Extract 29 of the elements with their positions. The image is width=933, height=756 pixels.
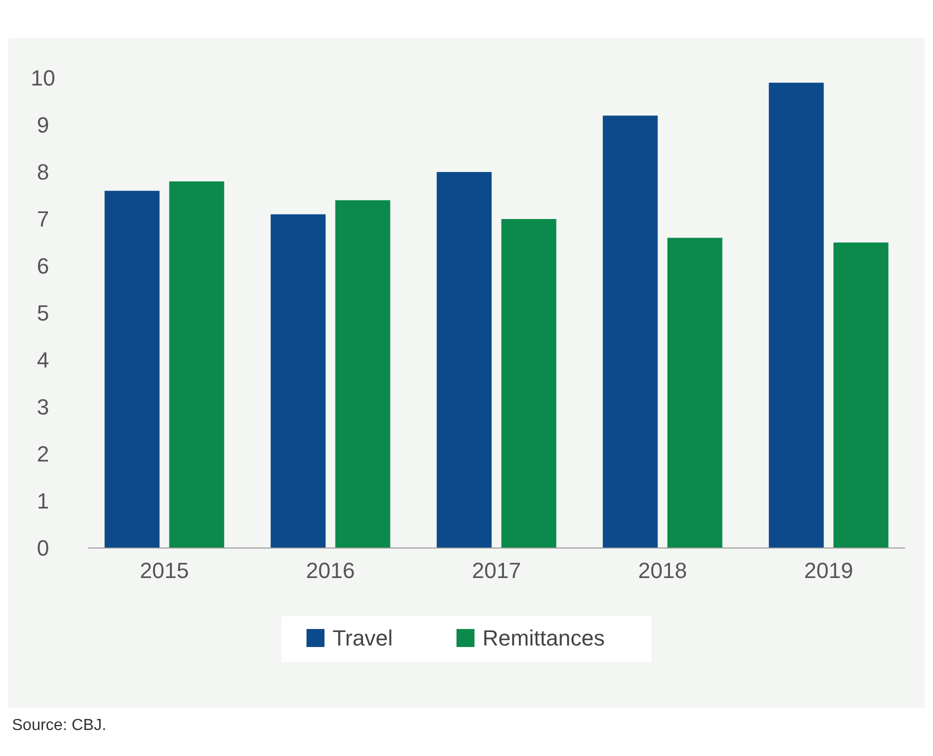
bar [169,181,224,548]
source-note: Source: CBJ. [12,717,106,734]
x-tick-label: 2019 [804,558,854,583]
bar [602,116,658,548]
y-tick-label: 6 [36,254,50,279]
legend-label: Remittances [482,626,605,651]
bar [104,190,160,548]
bar [768,82,824,548]
x-tick-label: 2015 [140,558,189,583]
y-tick-label: 4 [36,348,50,373]
y-tick-label: 5 [36,300,50,326]
y-tick-label: 3 [36,394,50,420]
bar [833,242,888,548]
y-tick-label: 9 [36,112,50,138]
bar [335,200,390,548]
bar [667,238,722,548]
y-tick-label: 10 [30,66,56,91]
x-tick-label: 2017 [472,558,521,583]
legend-label: Travel [332,626,393,651]
x-tick-label: 2018 [638,558,688,583]
bar [436,172,492,548]
y-tick-label: 8 [36,160,50,185]
bar [270,214,326,548]
y-tick-label: 2 [36,442,50,467]
x-tick-label: 2016 [306,558,355,583]
bar [501,219,556,548]
y-tick-label: 0 [36,536,50,561]
y-tick-label: 7 [36,206,50,232]
y-tick-label: 1 [36,488,50,514]
